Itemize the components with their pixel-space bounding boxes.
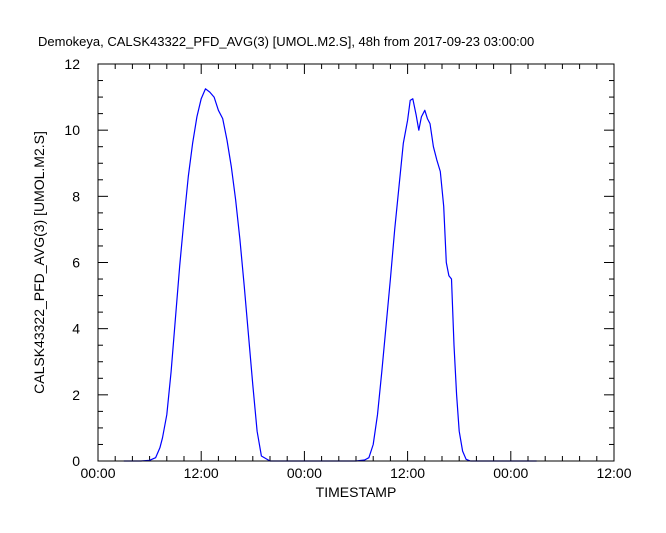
- y-tick-label: 10: [64, 122, 80, 138]
- x-tick-label: 12:00: [390, 465, 425, 481]
- x-tick-label: 00:00: [493, 465, 528, 481]
- y-axis-label: CALSK43322_PFD_AVG(3) [UMOL.M2.S]: [31, 131, 47, 394]
- x-tick-label: 12:00: [184, 465, 219, 481]
- x-tick-label: 12:00: [596, 465, 631, 481]
- y-tick-label: 4: [72, 321, 80, 337]
- chart-title: Demokeya, CALSK43322_PFD_AVG(3) [UMOL.M2…: [38, 34, 535, 49]
- series-layer: [123, 88, 537, 462]
- x-tick-label: 00:00: [80, 465, 115, 481]
- x-axis-label: TIMESTAMP: [316, 484, 397, 500]
- y-tick-label: 2: [72, 387, 80, 403]
- y-tick-label: 6: [72, 255, 80, 271]
- series-line: [123, 88, 537, 462]
- x-tick-label: 00:00: [287, 465, 322, 481]
- plot-frame: [97, 63, 615, 462]
- y-tick-label: 12: [64, 56, 80, 72]
- y-tick-label: 8: [72, 188, 80, 204]
- axis-ticks: [97, 63, 615, 462]
- x-tick-labels: 00:00 12:00 00:00 12:00 00:00 12:00: [80, 465, 631, 481]
- y-tick-labels: 0 2 4 6 8 10 12: [64, 56, 80, 469]
- y-tick-label: 0: [72, 453, 80, 469]
